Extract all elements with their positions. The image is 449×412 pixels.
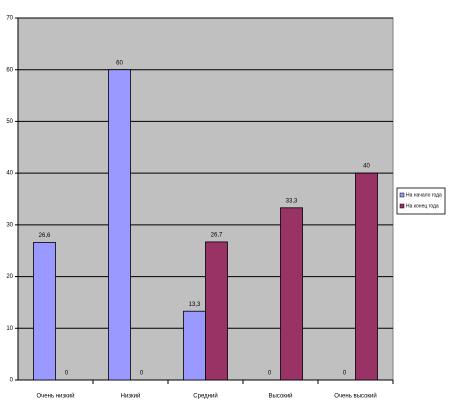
legend-swatch [399,192,405,198]
value-label: 60 [116,60,123,66]
x-tick-label: Очень высокий [334,393,376,400]
legend-label: На начало года [406,192,442,198]
value-label: 33,3 [286,198,298,204]
value-label: 40 [363,164,370,170]
y-tick-label: 30 [6,222,13,228]
bar [108,69,131,381]
bar [355,172,378,381]
y-tick-label: 70 [6,16,13,22]
legend [396,187,446,215]
bar [280,207,303,381]
bar [33,242,56,381]
value-label: 26,6 [39,233,51,239]
y-tick-label: 0 [10,378,14,384]
legend-label: На конец года [406,203,439,209]
x-tick-label: Средний [193,393,217,400]
y-tick-label: 50 [6,119,13,125]
value-label: 0 [343,371,347,377]
x-tick-label: Высокий [268,393,292,400]
x-tick-label: Низкий [121,393,141,400]
value-label: 0 [65,371,69,377]
bar [205,241,228,381]
y-tick-label: 40 [6,171,13,177]
value-label: 0 [140,371,144,377]
legend-swatch [399,203,405,209]
y-tick-label: 20 [6,274,13,280]
y-tick-label: 60 [6,67,13,73]
value-label: 13,3 [189,302,201,308]
value-label: 0 [268,371,272,377]
value-label: 26,7 [211,233,223,239]
y-tick-label: 10 [6,326,13,332]
x-tick-label: Очень низкий [37,393,75,400]
bar [183,310,206,381]
